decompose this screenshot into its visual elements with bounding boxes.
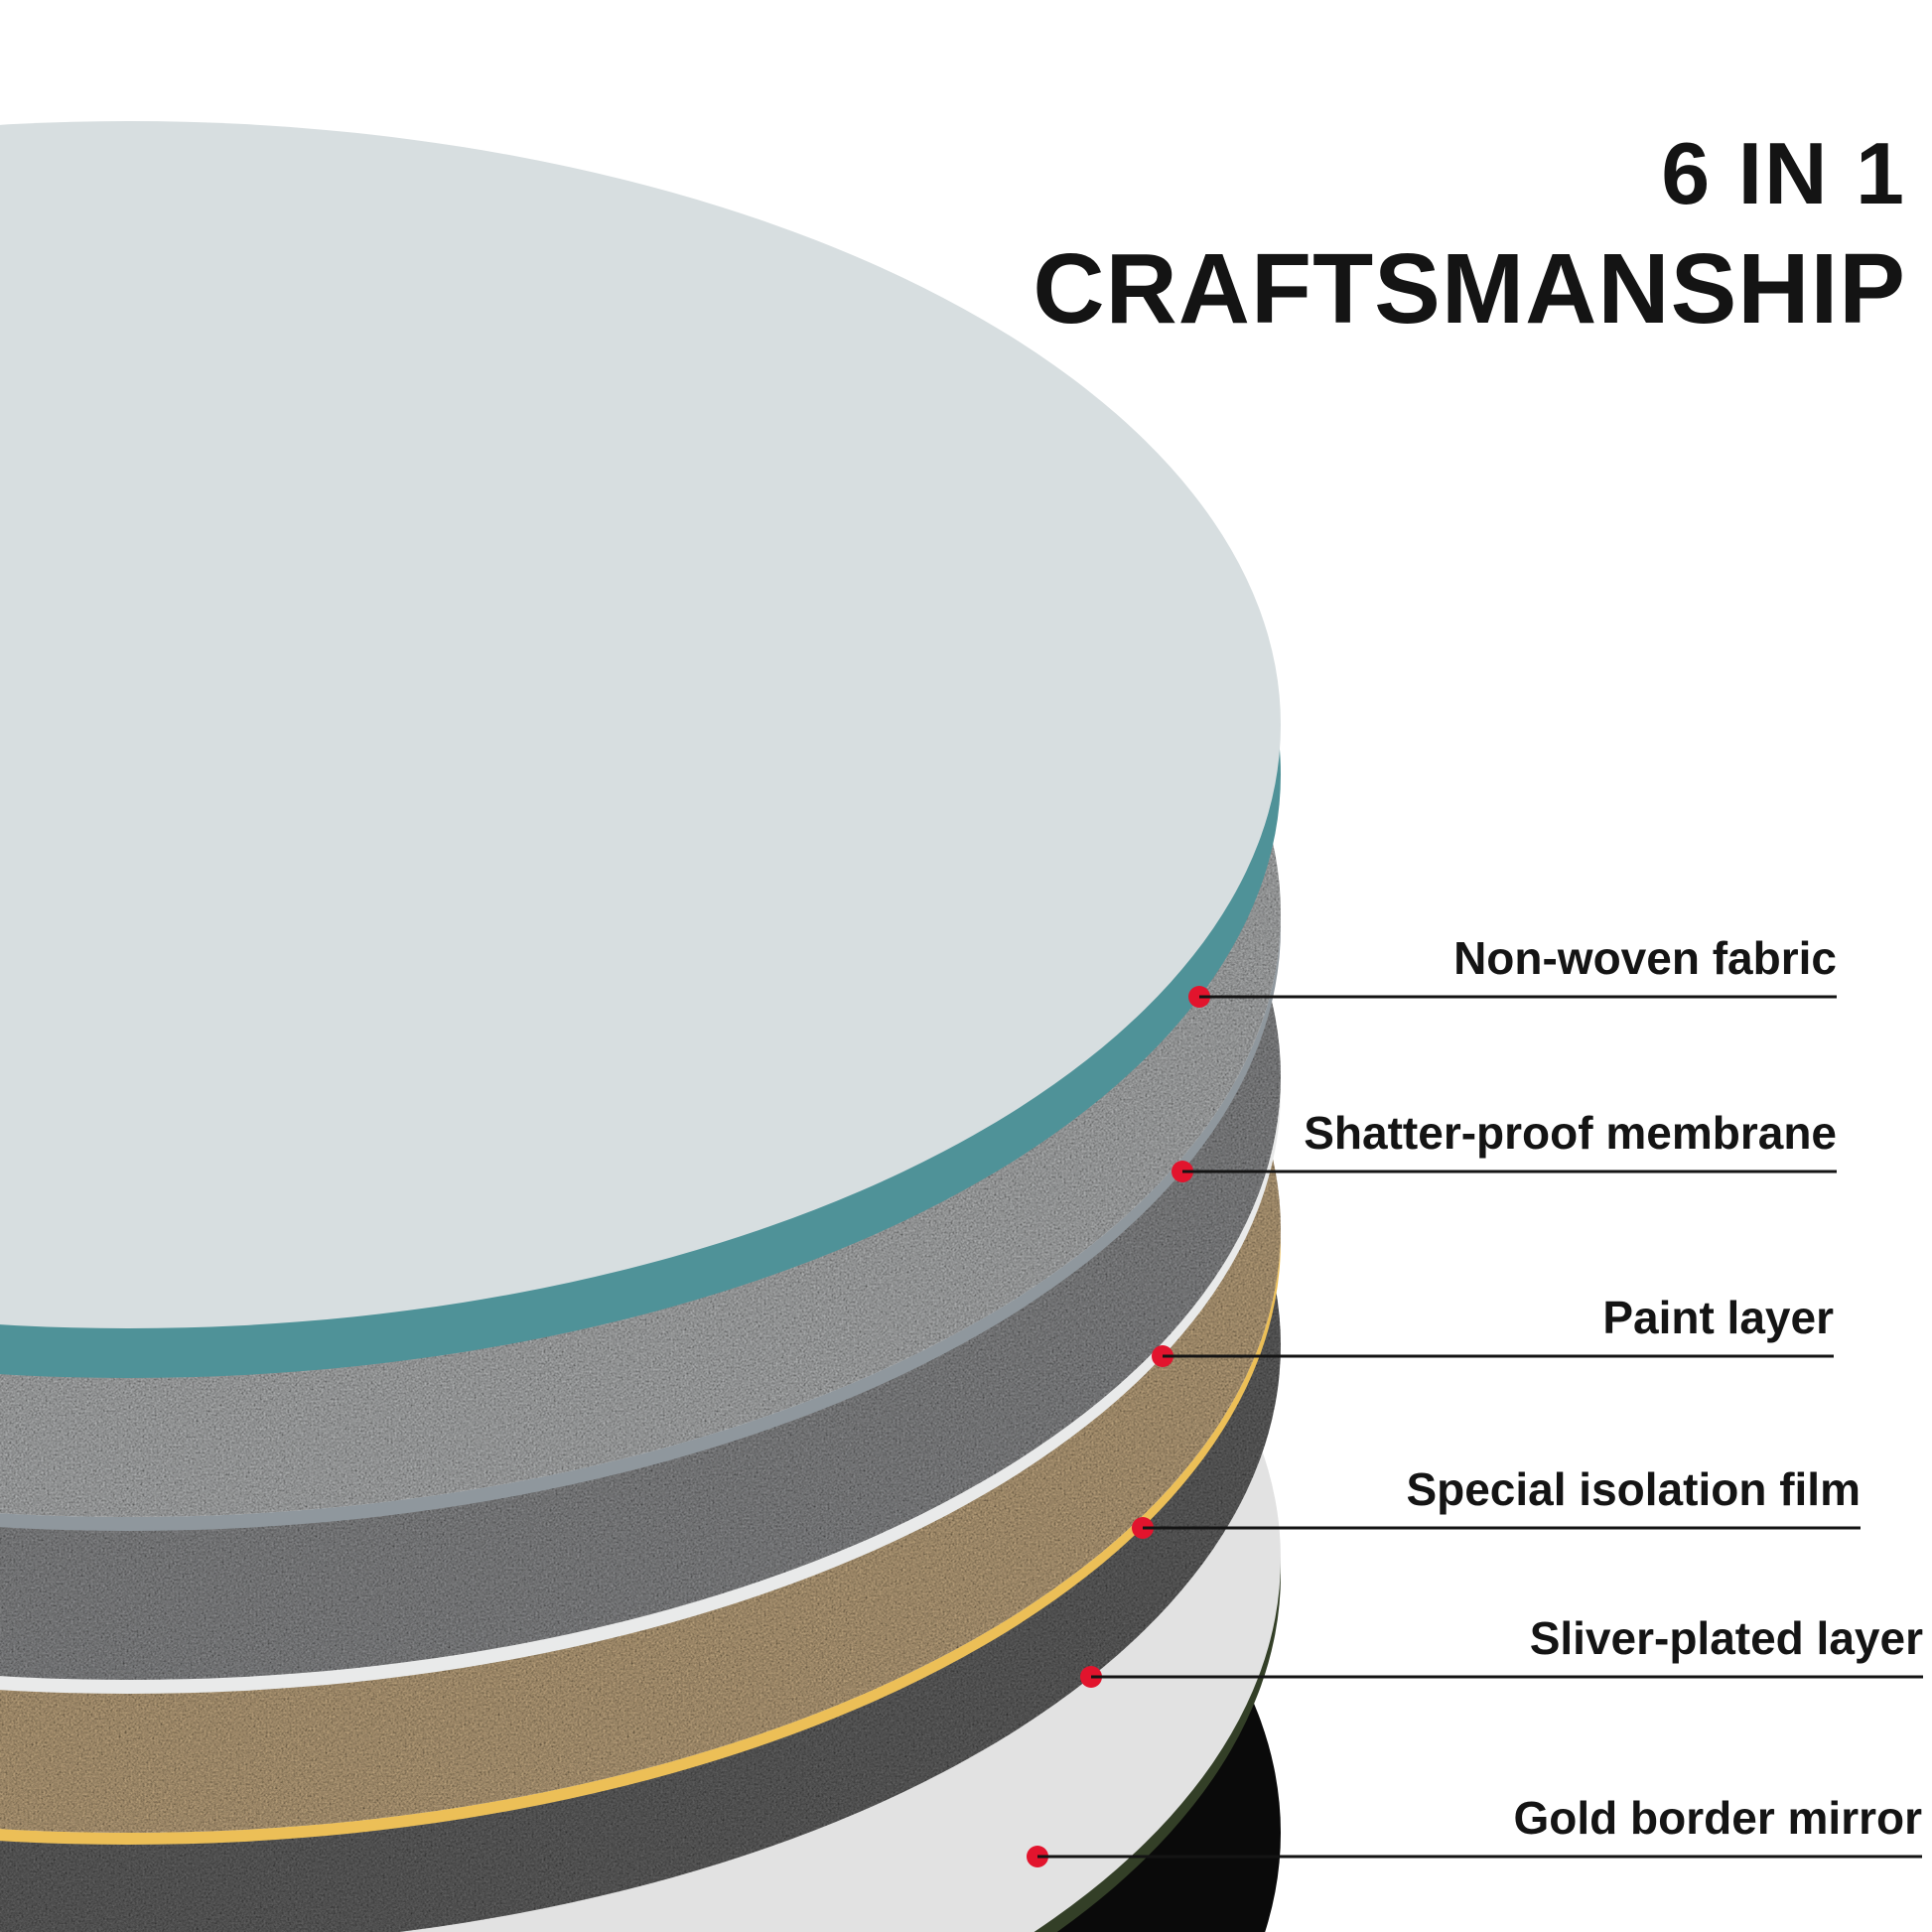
svg-text:Paint layer: Paint layer [1602, 1292, 1834, 1343]
svg-text:Gold border mirror: Gold border mirror [1514, 1792, 1923, 1844]
svg-text:Shatter-proof membrane: Shatter-proof membrane [1304, 1107, 1837, 1159]
svg-text:Non-woven fabric: Non-woven fabric [1453, 932, 1837, 984]
svg-text:6 IN 1: 6 IN 1 [1661, 124, 1906, 222]
svg-text:Sliver-plated layer: Sliver-plated layer [1530, 1612, 1923, 1664]
svg-text:Special isolation film: Special isolation film [1406, 1463, 1861, 1515]
svg-text:CRAFTSMANSHIP: CRAFTSMANSHIP [1033, 233, 1906, 345]
